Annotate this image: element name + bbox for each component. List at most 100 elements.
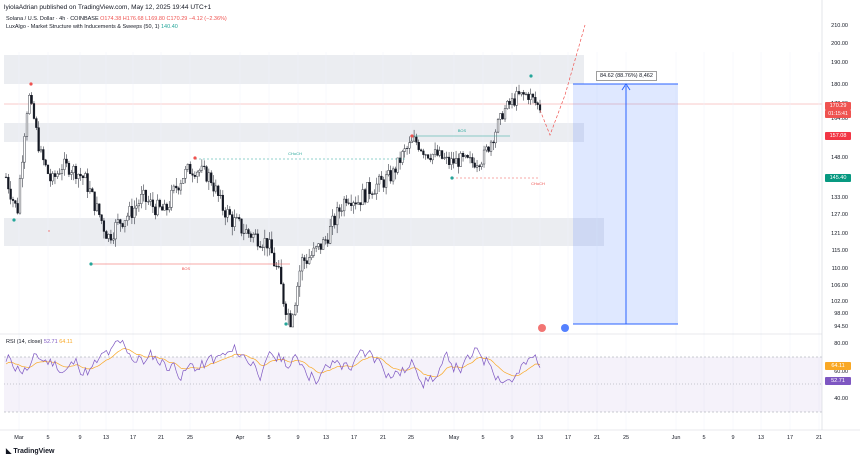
event-icon [561, 324, 569, 332]
candle-body [317, 243, 320, 247]
candle-body [480, 163, 483, 167]
rsi-title[interactable]: RSI (14, close) [6, 339, 43, 345]
candle-body [424, 154, 427, 156]
date-tick-label: 17 [564, 435, 572, 441]
candle-body [67, 162, 71, 175]
candle-body [130, 206, 134, 218]
candle-body [506, 101, 509, 109]
candle-body [375, 183, 378, 194]
candle-body [368, 182, 371, 195]
candle-body [191, 173, 194, 176]
candle-body [270, 239, 273, 254]
candle-body [296, 285, 299, 306]
candle-body [53, 173, 57, 177]
candle-body [193, 174, 196, 177]
price-tick-label: 210.00 [831, 23, 848, 29]
candle-body [86, 173, 89, 192]
price-tick-label: 94.50 [834, 324, 848, 330]
candle-body [510, 98, 514, 105]
candle-body [221, 194, 224, 211]
candle-body [405, 147, 409, 149]
rsi-ma-value: 64.11 [59, 339, 73, 345]
candle-body [308, 257, 311, 264]
swing-marker [410, 134, 414, 138]
candle-body [140, 194, 143, 204]
date-tick-label: 13 [757, 435, 765, 441]
candle-body [438, 150, 441, 156]
price-tick-label: 190.00 [831, 60, 848, 66]
indicator-name[interactable]: LuxAlgo - Market Structure with Induceme… [6, 24, 160, 30]
candle-body [158, 199, 162, 207]
candle-body [154, 206, 157, 216]
price-tick-label: 127.00 [831, 212, 848, 218]
candle-body [503, 108, 507, 120]
symbol-name[interactable]: Solana / U.S. Dollar · 4h · COINBASE [6, 16, 99, 22]
candle-body [464, 155, 467, 157]
candle-body [44, 159, 47, 166]
candle-body [51, 173, 54, 182]
candle-body [408, 142, 411, 149]
candle-body [326, 239, 329, 244]
candle-body [529, 93, 532, 100]
candle-body [422, 150, 425, 155]
candle-body [513, 98, 516, 106]
date-tick-label: 5 [481, 435, 485, 441]
candle-body [70, 172, 73, 175]
candle-body [340, 210, 343, 212]
bos-label-up: BOS [458, 128, 467, 133]
candle-body [536, 102, 539, 105]
tv-logo-icon: ◣ [6, 448, 12, 455]
swing-marker [284, 322, 288, 326]
candle-body [137, 203, 141, 207]
candle-body [403, 148, 406, 152]
candle-body [508, 101, 511, 105]
countdown-tag: 01:15:41 [825, 110, 851, 118]
indicator-value: 140.40 [161, 24, 178, 30]
candle-body [175, 185, 178, 189]
candle-body [459, 153, 462, 167]
candle-body [156, 199, 159, 216]
measure-label: 84.62 (88.76%) 8,462 [596, 71, 657, 81]
publisher-line: lyiolaAdrian published on TradingView.co… [4, 4, 212, 11]
date-tick-label: 5 [267, 435, 271, 441]
projection-path [539, 24, 586, 136]
candle-body [531, 93, 535, 98]
price-tick-label: 200.00 [831, 41, 848, 47]
candle-body [443, 157, 446, 159]
candle-body [501, 113, 504, 120]
candle-body [305, 260, 308, 264]
candle-body [98, 203, 101, 215]
candle-body [275, 265, 278, 267]
date-tick-label: Apr [235, 435, 245, 441]
candle-body [492, 141, 495, 144]
candle-body [412, 136, 416, 142]
candle-body [284, 303, 287, 315]
candle-body [520, 92, 523, 95]
candle-body [447, 156, 451, 165]
candle-body [273, 252, 276, 267]
candle-body [233, 217, 236, 227]
candle-body [487, 146, 490, 152]
candle-body [429, 158, 432, 161]
candle-body [517, 91, 521, 95]
candle-body [74, 166, 78, 179]
candle-body [419, 149, 423, 152]
rsi-axis-60: 60.00 [834, 369, 848, 375]
candle-body [231, 214, 234, 227]
candle-body [116, 219, 120, 223]
candle-body [91, 188, 94, 193]
price-tick-label: 133.00 [831, 195, 848, 201]
candle-body [184, 169, 187, 179]
candle-body [28, 95, 31, 114]
candle-body [172, 185, 175, 191]
date-tick-label: 25 [407, 435, 415, 441]
date-tick-label: 9 [78, 435, 82, 441]
candle-body [37, 127, 40, 152]
tradingview-logo[interactable]: ◣ TradingView [6, 447, 54, 455]
candle-body [142, 189, 145, 195]
price-tick-label: 121.00 [831, 231, 848, 237]
price-tick-label: 148.00 [831, 155, 848, 161]
candle-body [170, 190, 173, 208]
